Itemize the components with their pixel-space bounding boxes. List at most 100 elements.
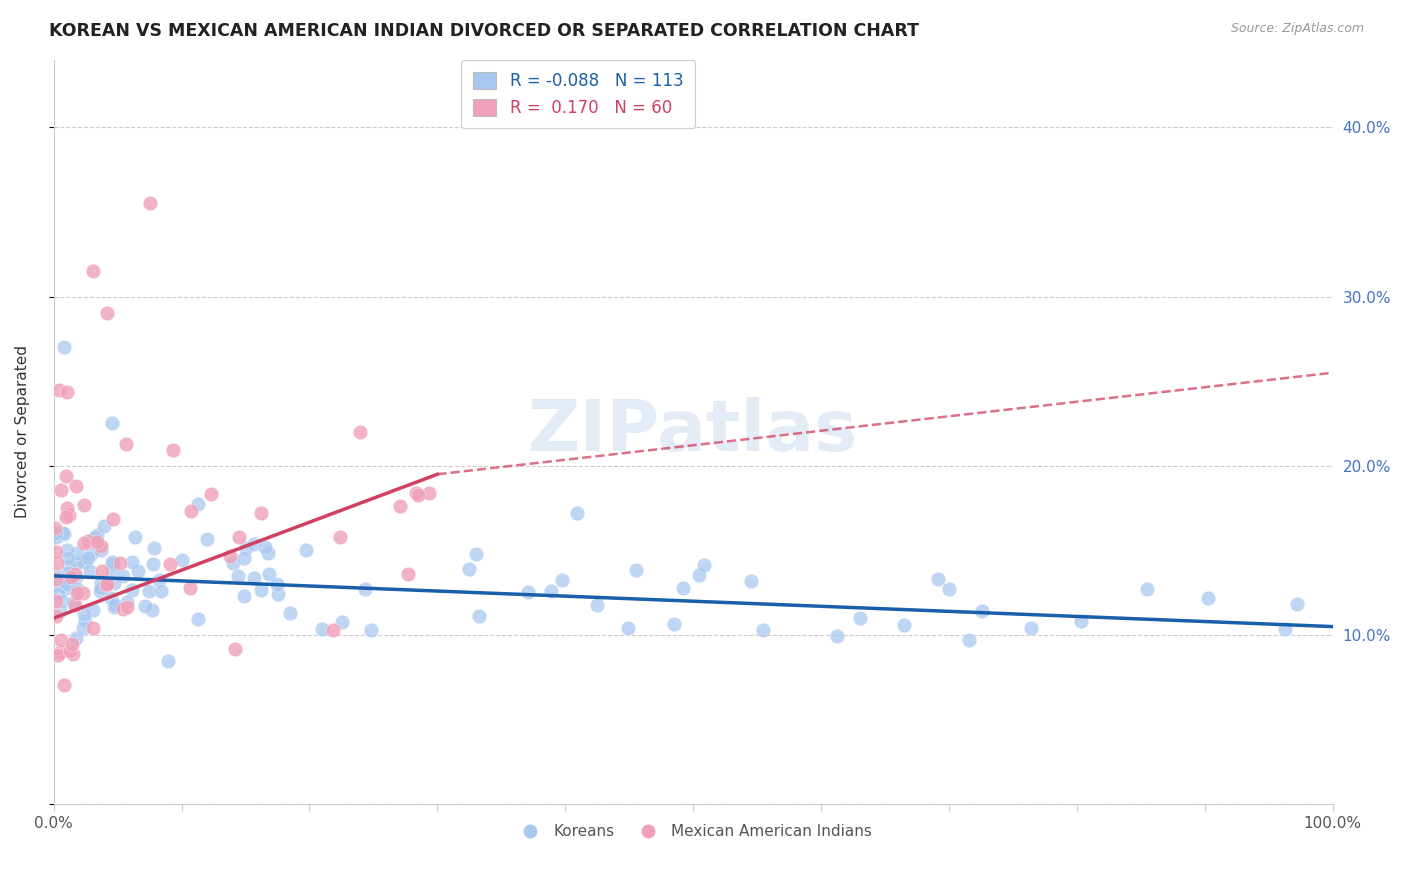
Point xyxy=(56,566,79,581)
Point xyxy=(156,654,179,668)
Point xyxy=(565,506,588,520)
Point xyxy=(1197,591,1219,605)
Point xyxy=(222,556,245,570)
Point xyxy=(101,417,124,431)
Point xyxy=(83,530,105,544)
Point xyxy=(90,575,112,590)
Point xyxy=(45,544,67,558)
Point xyxy=(249,506,271,520)
Point xyxy=(117,595,139,609)
Point xyxy=(893,618,915,632)
Point xyxy=(172,553,194,567)
Point xyxy=(66,556,89,570)
Point xyxy=(121,583,143,598)
Point xyxy=(235,541,257,556)
Point xyxy=(101,555,124,569)
Point xyxy=(104,598,127,612)
Point xyxy=(849,611,872,625)
Legend: Koreans, Mexican American Indians: Koreans, Mexican American Indians xyxy=(509,818,877,845)
Point xyxy=(90,565,112,579)
Point xyxy=(66,546,89,560)
Point xyxy=(108,556,131,570)
Point xyxy=(551,573,574,587)
Point xyxy=(927,572,949,586)
Point xyxy=(65,632,87,646)
Point xyxy=(243,571,266,585)
Point xyxy=(187,612,209,626)
Point xyxy=(72,555,94,569)
Point xyxy=(349,425,371,439)
Point xyxy=(56,550,79,565)
Point xyxy=(52,526,75,541)
Point xyxy=(179,581,201,595)
Point xyxy=(103,599,125,614)
Point xyxy=(46,648,69,662)
Point xyxy=(72,586,94,600)
Point xyxy=(295,542,318,557)
Point xyxy=(55,469,77,483)
Point xyxy=(825,629,848,643)
Point xyxy=(45,594,67,608)
Point xyxy=(688,567,710,582)
Point xyxy=(100,591,122,606)
Point xyxy=(970,604,993,618)
Point xyxy=(49,604,72,618)
Point xyxy=(121,555,143,569)
Point xyxy=(142,541,165,555)
Point xyxy=(195,533,218,547)
Point xyxy=(1274,622,1296,636)
Point xyxy=(56,501,79,516)
Point xyxy=(103,557,125,571)
Point xyxy=(396,566,419,581)
Point xyxy=(86,528,108,542)
Point xyxy=(101,512,124,526)
Text: KOREAN VS MEXICAN AMERICAN INDIAN DIVORCED OR SEPARATED CORRELATION CHART: KOREAN VS MEXICAN AMERICAN INDIAN DIVORC… xyxy=(49,22,920,40)
Point xyxy=(66,584,89,599)
Point xyxy=(200,487,222,501)
Point xyxy=(76,533,98,548)
Point xyxy=(232,589,254,603)
Point xyxy=(53,527,76,541)
Point xyxy=(142,557,165,571)
Point xyxy=(114,436,136,450)
Point xyxy=(250,583,273,598)
Point xyxy=(360,623,382,637)
Point xyxy=(103,576,125,591)
Point xyxy=(353,582,375,597)
Point xyxy=(187,497,209,511)
Point xyxy=(693,558,716,572)
Point xyxy=(1019,621,1042,635)
Point xyxy=(79,564,101,578)
Point xyxy=(55,510,77,524)
Point xyxy=(457,562,479,576)
Point xyxy=(66,585,89,599)
Point xyxy=(82,264,104,278)
Point xyxy=(1136,582,1159,597)
Point xyxy=(224,642,246,657)
Point xyxy=(56,384,79,399)
Point xyxy=(226,569,249,583)
Point xyxy=(232,550,254,565)
Point xyxy=(55,577,77,591)
Point xyxy=(90,539,112,553)
Point xyxy=(752,624,775,638)
Text: ZIPatlas: ZIPatlas xyxy=(529,398,858,467)
Point xyxy=(664,617,686,632)
Point xyxy=(46,586,69,600)
Text: Source: ZipAtlas.com: Source: ZipAtlas.com xyxy=(1230,22,1364,36)
Point xyxy=(73,499,96,513)
Point xyxy=(162,443,184,458)
Point xyxy=(127,565,149,579)
Point xyxy=(957,633,980,648)
Point xyxy=(96,306,118,320)
Point xyxy=(65,567,87,582)
Point xyxy=(66,582,89,596)
Point xyxy=(49,483,72,497)
Point xyxy=(72,621,94,635)
Point xyxy=(330,615,353,629)
Point xyxy=(253,540,276,554)
Point xyxy=(138,583,160,598)
Point xyxy=(96,576,118,591)
Point xyxy=(45,569,67,583)
Point xyxy=(101,561,124,575)
